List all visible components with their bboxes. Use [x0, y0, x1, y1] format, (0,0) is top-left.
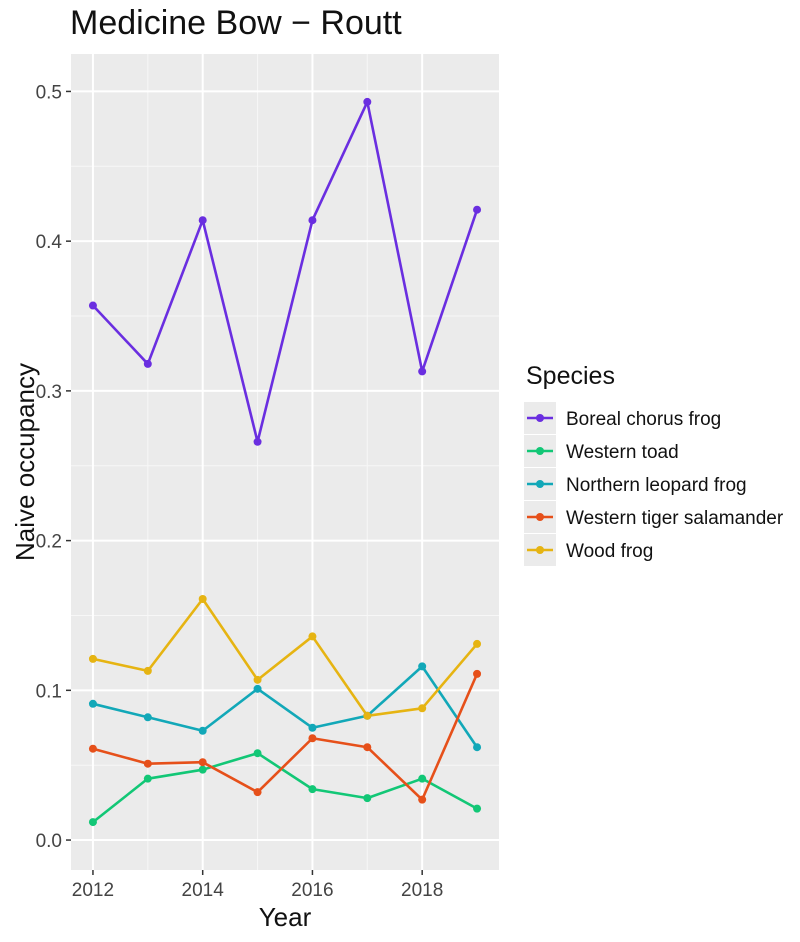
data-point-northern-leopard-frog [418, 662, 427, 671]
y-tick-label: 0.5 [36, 82, 62, 103]
data-point-western-tiger-salamander [88, 744, 97, 753]
legend-key-point-boreal-chorus-frog [536, 414, 544, 422]
x-tick-label: 2012 [72, 880, 114, 901]
legend-key-point-wood-frog [536, 546, 544, 554]
data-point-wood-frog [143, 666, 152, 675]
data-point-western-tiger-salamander [143, 759, 152, 768]
legend-key-point-western-toad [536, 447, 544, 455]
data-point-northern-leopard-frog [143, 713, 152, 722]
data-point-western-toad [473, 804, 482, 813]
data-point-western-toad [418, 774, 427, 783]
data-point-western-toad [198, 765, 207, 774]
data-point-boreal-chorus-frog [418, 367, 427, 376]
data-point-western-toad [88, 818, 97, 827]
series-lines [92, 100, 479, 824]
data-point-boreal-chorus-frog [88, 301, 97, 310]
data-point-western-tiger-salamander [308, 734, 317, 743]
x-axis-label: Year [259, 902, 312, 932]
legend-key-point-northern-leopard-frog [536, 480, 544, 488]
x-axis-ticks: 2012 2014 2016 2018 [72, 870, 443, 901]
series-line-western-tiger-salamander [92, 673, 479, 801]
data-point-western-tiger-salamander [418, 795, 427, 804]
data-point-wood-frog [198, 594, 207, 603]
data-point-boreal-chorus-frog [253, 437, 262, 446]
data-point-northern-leopard-frog [473, 743, 482, 752]
data-point-northern-leopard-frog [253, 684, 262, 693]
x-tick-label: 2016 [291, 880, 333, 901]
data-point-boreal-chorus-frog [363, 97, 372, 106]
y-tick-label: 0.0 [36, 831, 62, 852]
data-point-western-toad [143, 774, 152, 783]
data-point-western-toad [253, 749, 262, 758]
x-tick-label: 2018 [401, 880, 443, 901]
y-tick-label: 0.1 [36, 681, 62, 702]
legend: Species Boreal chorus frog Western toad No… [524, 362, 784, 566]
legend-label-wood-frog: Wood frog [566, 541, 653, 562]
data-point-northern-leopard-frog [88, 699, 97, 708]
series-line-western-toad [92, 751, 478, 824]
data-point-wood-frog [88, 654, 97, 663]
y-tick-label: 0.2 [36, 532, 62, 553]
series-line-boreal-chorus-frog [92, 100, 479, 444]
data-point-wood-frog [473, 639, 482, 648]
y-tick-label: 0.4 [36, 232, 63, 253]
data-point-wood-frog [308, 632, 317, 641]
series-line-wood-frog [92, 597, 479, 718]
major-gridlines [71, 54, 499, 870]
data-point-northern-leopard-frog [198, 726, 207, 735]
legend-label-boreal-chorus-frog: Boreal chorus frog [566, 409, 721, 430]
data-point-boreal-chorus-frog [473, 205, 482, 214]
data-point-wood-frog [418, 704, 427, 713]
data-point-western-toad [308, 785, 317, 794]
data-point-boreal-chorus-frog [308, 216, 317, 225]
data-point-western-tiger-salamander [198, 758, 207, 767]
x-tick-label: 2014 [182, 880, 225, 901]
y-axis-ticks: 0.0 0.1 0.2 0.3 0.4 0.5 [36, 82, 71, 852]
legend-key-point-western-tiger-salamander [536, 513, 544, 521]
y-tick-label: 0.3 [36, 382, 62, 403]
data-point-western-tiger-salamander [473, 669, 482, 678]
series-points [88, 97, 482, 827]
data-point-northern-leopard-frog [308, 723, 317, 732]
legend-label-western-tiger-salamander: Western tiger salamander [566, 508, 784, 529]
data-point-western-tiger-salamander [363, 743, 372, 752]
chart-title: Medicine Bow − Routt [70, 4, 402, 42]
minor-gridlines [71, 54, 499, 870]
legend-label-northern-leopard-frog: Northern leopard frog [566, 475, 747, 496]
data-point-western-toad [363, 794, 372, 803]
legend-background [524, 400, 784, 566]
data-point-boreal-chorus-frog [198, 216, 207, 225]
plot-panel [71, 54, 499, 870]
data-point-wood-frog [363, 711, 372, 720]
data-point-western-tiger-salamander [253, 788, 262, 797]
series-line-northern-leopard-frog [92, 665, 479, 748]
legend-title: Species [526, 362, 615, 390]
y-axis-label: Naive occupancy [10, 363, 40, 561]
data-point-boreal-chorus-frog [143, 359, 152, 368]
data-point-wood-frog [253, 675, 262, 684]
legend-label-western-toad: Western toad [566, 442, 679, 463]
